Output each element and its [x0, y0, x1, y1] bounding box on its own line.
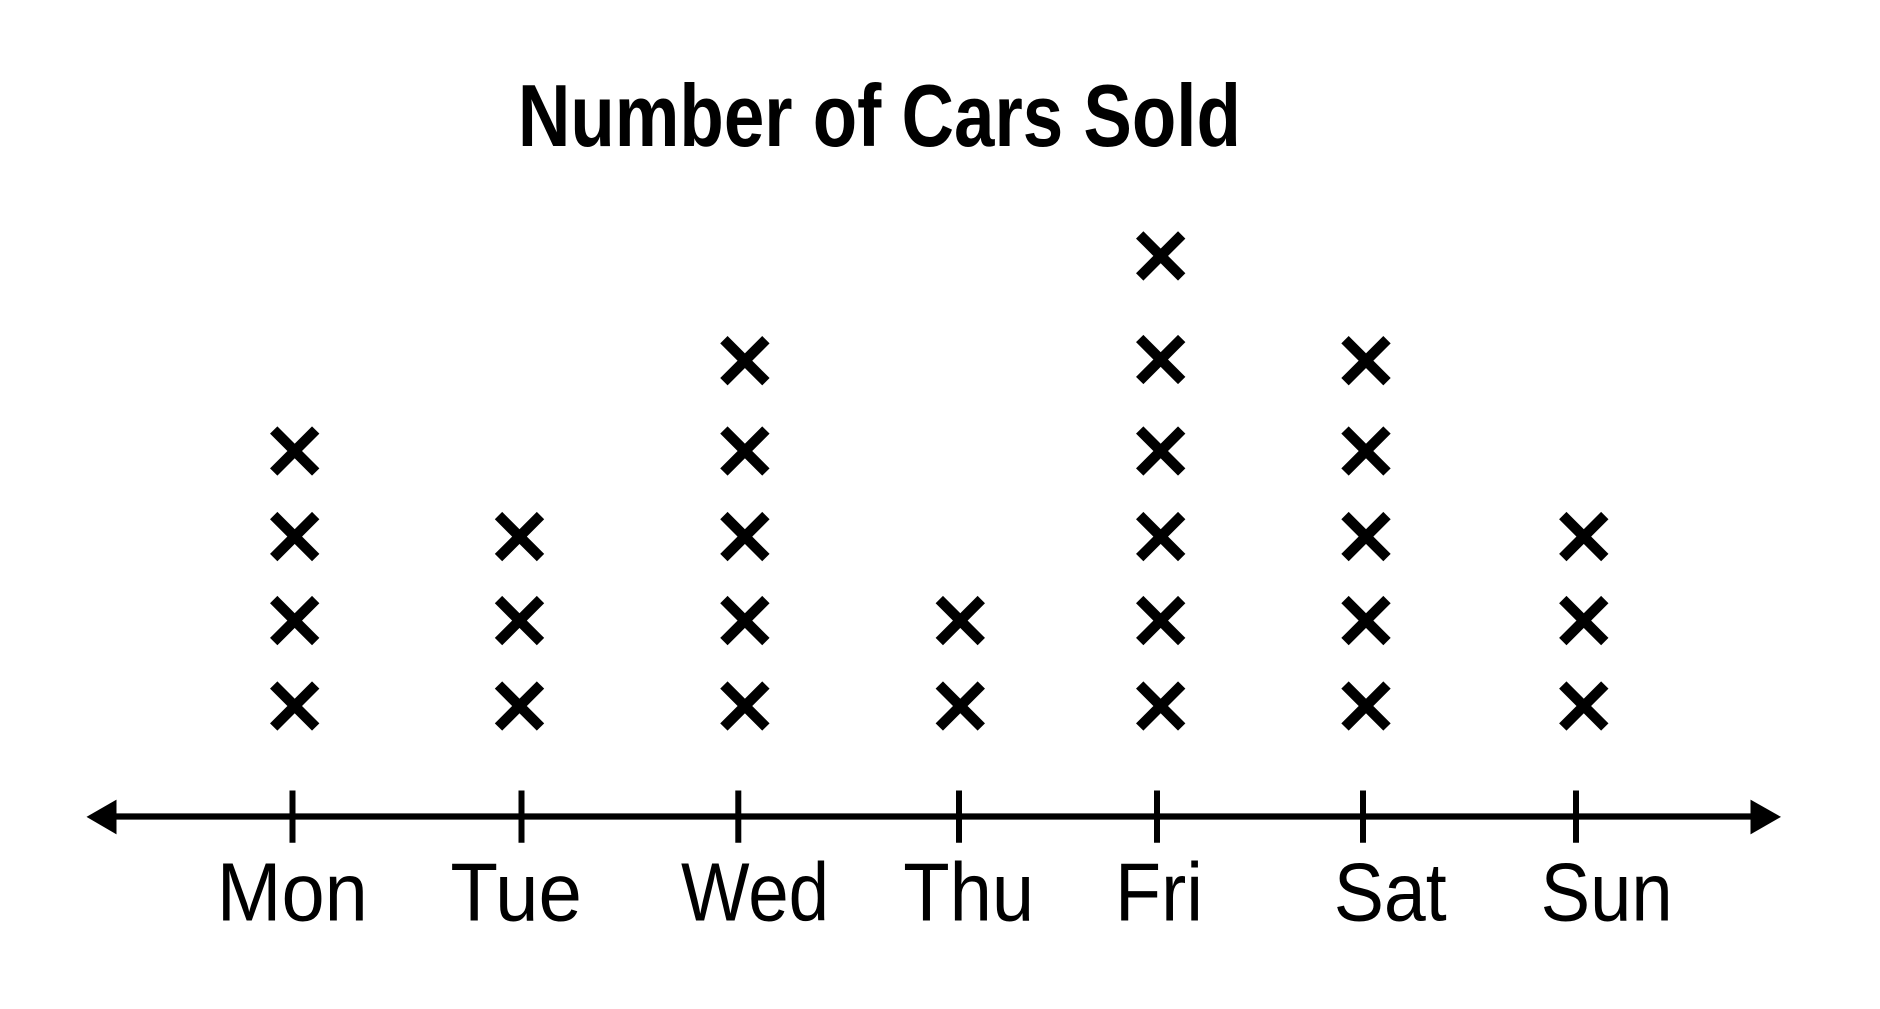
svg-text:Fri: Fri	[1115, 846, 1203, 938]
svg-text:Mon: Mon	[217, 846, 368, 938]
svg-text:Number of Cars Sold: Number of Cars Sold	[518, 66, 1241, 165]
svg-text:Tue: Tue	[450, 846, 582, 938]
svg-text:Thu: Thu	[903, 846, 1034, 938]
svg-text:Wed: Wed	[681, 846, 829, 938]
svg-text:Sat: Sat	[1334, 846, 1447, 938]
svg-text:Sun: Sun	[1541, 846, 1673, 938]
